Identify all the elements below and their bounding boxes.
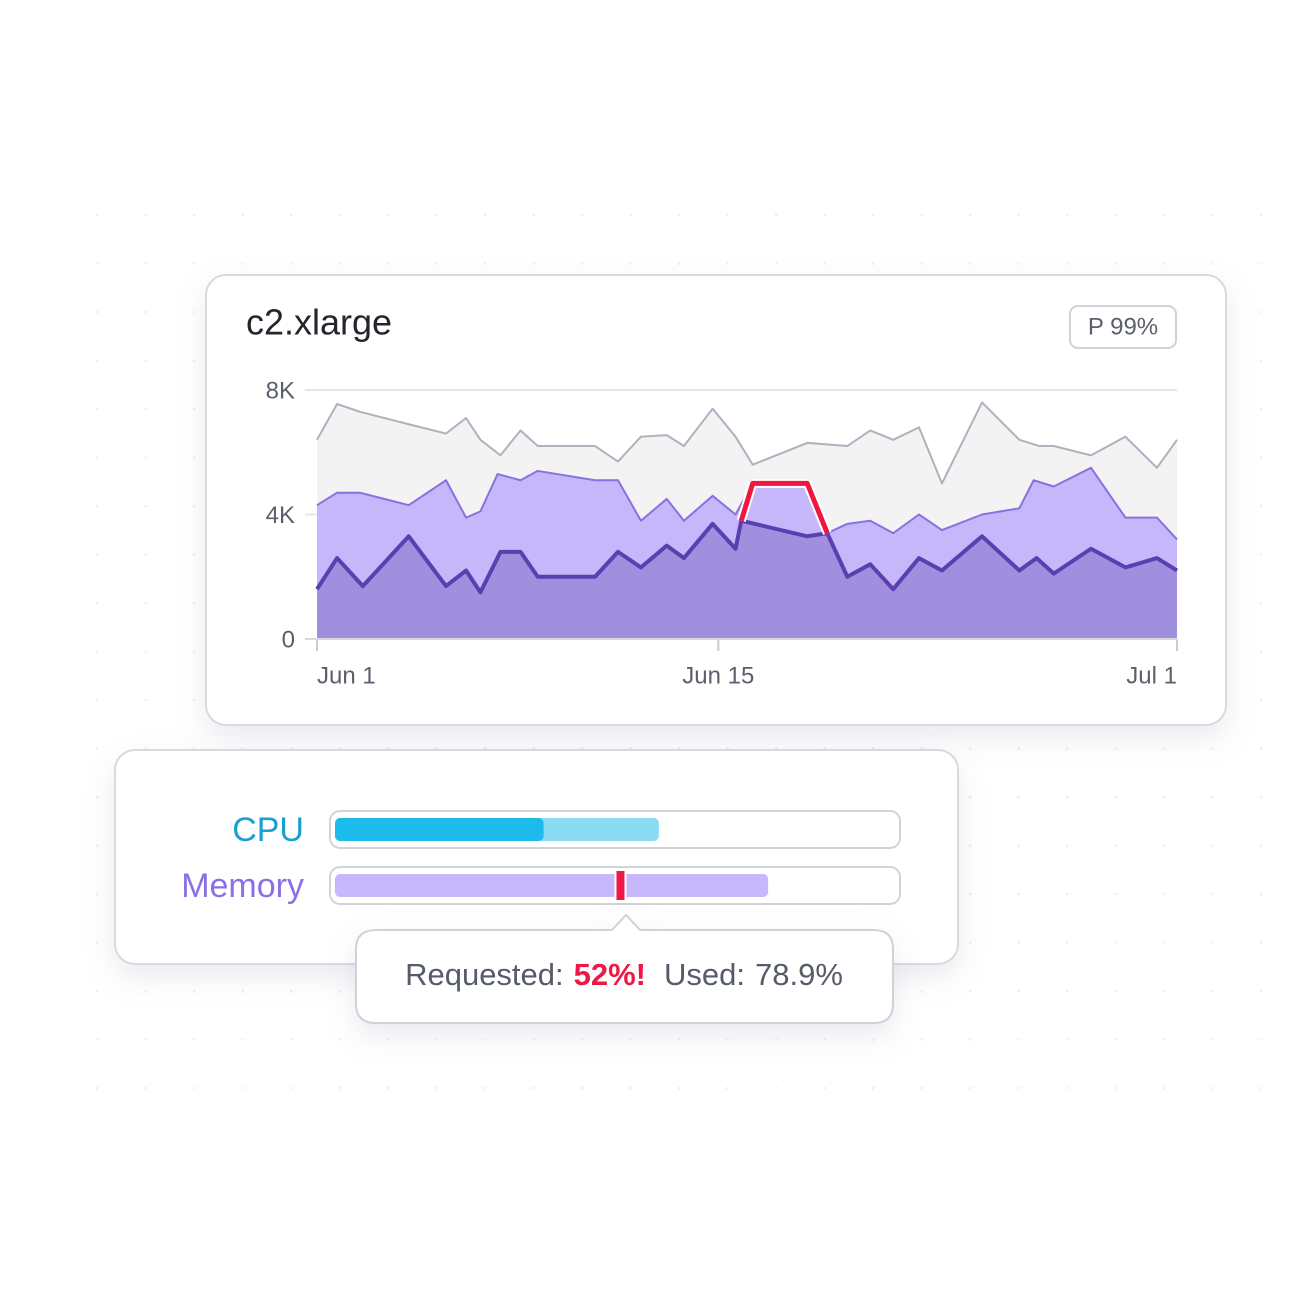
x-tick-label: Jun 15 <box>682 662 754 689</box>
tooltip-text: Requested: 52%! Used: 78.9% <box>405 957 843 992</box>
plot: 0 4K 8K Jun 1 Jun 15 Jul 1 <box>266 377 1179 689</box>
resource-label: Memory <box>181 867 304 905</box>
badge-text: P 99% <box>1088 313 1158 340</box>
line <box>315 518 1179 595</box>
tooltip <box>355 913 894 1024</box>
resource-bars: CPU Memory <box>181 810 901 905</box>
x-tick-label: Jun 1 <box>317 662 376 689</box>
highlight-line <box>738 480 830 535</box>
bar-requested <box>335 818 544 841</box>
y-tick-label: 4K <box>266 502 295 529</box>
area <box>317 520 1177 639</box>
tooltip-used-value: 78.9% <box>755 957 843 992</box>
tooltip-used-label: Used: <box>664 957 745 992</box>
y-tick-label: 8K <box>266 377 295 404</box>
y-tick-label: 0 <box>282 626 295 653</box>
chart-title: c2.xlarge <box>246 302 392 343</box>
requested-marker <box>614 869 627 902</box>
x-tick-label: Jul 1 <box>1126 662 1177 689</box>
resource-label: CPU <box>232 811 304 849</box>
line <box>316 401 1178 485</box>
tooltip-requested-value: 52%! <box>574 957 646 992</box>
tooltip-requested-label: Requested: <box>405 957 564 992</box>
bar-used <box>335 874 769 897</box>
line <box>316 466 1178 541</box>
badge <box>1069 305 1177 349</box>
